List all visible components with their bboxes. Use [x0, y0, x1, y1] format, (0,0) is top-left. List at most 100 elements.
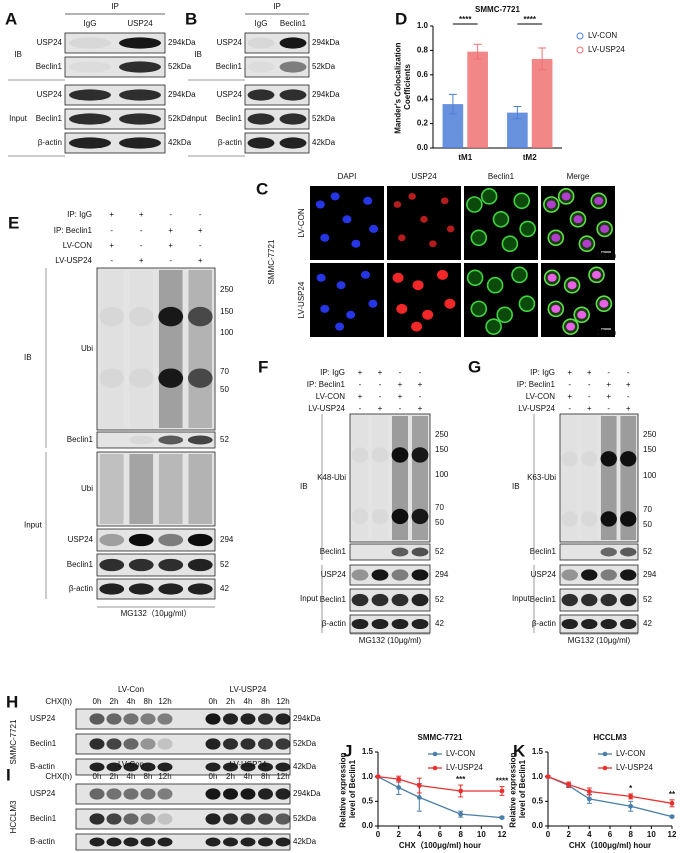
beclin1-signal: [518, 295, 536, 313]
group-label: IB: [24, 353, 32, 362]
condition-label: LV-CON: [526, 392, 555, 401]
blot-smear: [129, 270, 153, 428]
blot-band: [371, 593, 389, 607]
y-tick-label: 1.0: [532, 772, 544, 781]
blot-band: [352, 447, 369, 462]
y-tick-label: 0.5: [362, 796, 374, 805]
blot: [349, 564, 431, 586]
condition-sign: -: [588, 392, 591, 401]
legend-label: LV-USP24: [446, 763, 483, 772]
text-line: level of Beclin1: [348, 759, 357, 818]
blot-band: [240, 713, 256, 725]
x-tick-label: 4: [417, 830, 422, 839]
blot-band: [205, 762, 221, 772]
row-label: Beclin1: [67, 560, 94, 569]
blot-band: [99, 558, 125, 572]
legend-symbol: [576, 32, 584, 40]
y-tick-label: 0.0: [362, 821, 374, 830]
row-label: β-actin: [218, 138, 242, 147]
marker-label: 50: [435, 518, 444, 527]
size-label: 294kDa: [312, 90, 340, 99]
y-tick-label: 0.4: [417, 94, 429, 103]
blot-band: [157, 762, 173, 772]
scale-label: 10μm: [596, 328, 617, 337]
blot-band: [581, 511, 597, 526]
data-point: [586, 796, 592, 802]
condition-sign: +: [109, 210, 114, 219]
merge-core: [547, 273, 557, 282]
blot: [244, 56, 310, 78]
blot-band: [279, 137, 307, 149]
blot-band: [351, 569, 369, 581]
marker-label: 52: [643, 547, 652, 556]
panel-label: C: [256, 179, 268, 198]
blot-band: [89, 762, 105, 772]
blot-band: [620, 547, 637, 557]
merge-core: [566, 322, 576, 331]
size-label: 42kDa: [293, 762, 317, 771]
merge-core: [567, 281, 577, 290]
blot-band: [158, 558, 184, 572]
size-label: 52kDa: [312, 62, 336, 71]
data-point: [628, 794, 634, 799]
blot-band: [223, 738, 238, 750]
legend-marker: [432, 765, 438, 771]
blot-band: [562, 451, 578, 466]
blot-band: [600, 569, 617, 581]
nucleus: [346, 310, 356, 319]
time-label: 0h: [209, 697, 218, 706]
merge-core: [594, 196, 604, 205]
x-tick-label: 2: [566, 830, 571, 839]
usp24-signal: [393, 201, 402, 208]
marker-label: 100: [220, 328, 234, 337]
time-label: 2h: [226, 772, 235, 781]
legend-marker: [602, 765, 608, 771]
row-label: USP24: [30, 714, 56, 723]
blot-band: [123, 738, 139, 750]
condition-sign: -: [607, 404, 610, 413]
marker-label: 150: [220, 307, 234, 316]
blot-band: [391, 569, 409, 581]
group-label: IB: [512, 482, 520, 491]
blot: [96, 553, 216, 577]
row-label: USP24: [37, 90, 63, 99]
blot-band: [275, 837, 291, 847]
condition-sign: -: [110, 256, 113, 265]
legend-label: LV-CON: [616, 749, 645, 758]
condition-sign: +: [567, 368, 572, 377]
blot-band: [275, 813, 291, 825]
merge-core: [582, 239, 592, 248]
blot-band: [581, 569, 598, 581]
blot-band: [69, 137, 111, 149]
blot-band: [187, 306, 213, 327]
marker-label: 150: [643, 445, 657, 454]
blot: [559, 543, 639, 561]
condition-sign: -: [568, 404, 571, 413]
y-tick-label: 0.8: [417, 46, 429, 55]
beclin1-signal: [511, 266, 528, 284]
condition-sign: -: [169, 210, 172, 219]
row-label: Beclin1: [36, 114, 63, 123]
usp24-signal: [422, 309, 434, 320]
blot-band: [411, 447, 429, 463]
blot: [559, 564, 639, 586]
blot-band: [581, 593, 598, 607]
condition-sign: -: [359, 404, 362, 413]
condition-sign: +: [626, 380, 631, 389]
blot-band: [561, 618, 578, 630]
nucleus: [342, 215, 352, 224]
condition-sign: -: [199, 241, 202, 250]
blot-band: [99, 306, 125, 327]
x-axis-label: CHX（100μg/ml) hour: [569, 840, 651, 850]
condition-sign: -: [359, 380, 362, 389]
row-label: Beclin1: [530, 547, 557, 556]
blot-band: [223, 837, 238, 847]
condition-sign: +: [168, 226, 173, 235]
blot-band: [372, 509, 389, 524]
blot-band: [258, 738, 273, 750]
blot-band: [391, 547, 409, 557]
blot-band: [128, 368, 154, 388]
x-tick-label: 12: [498, 830, 507, 839]
marker-label: 50: [643, 520, 652, 529]
